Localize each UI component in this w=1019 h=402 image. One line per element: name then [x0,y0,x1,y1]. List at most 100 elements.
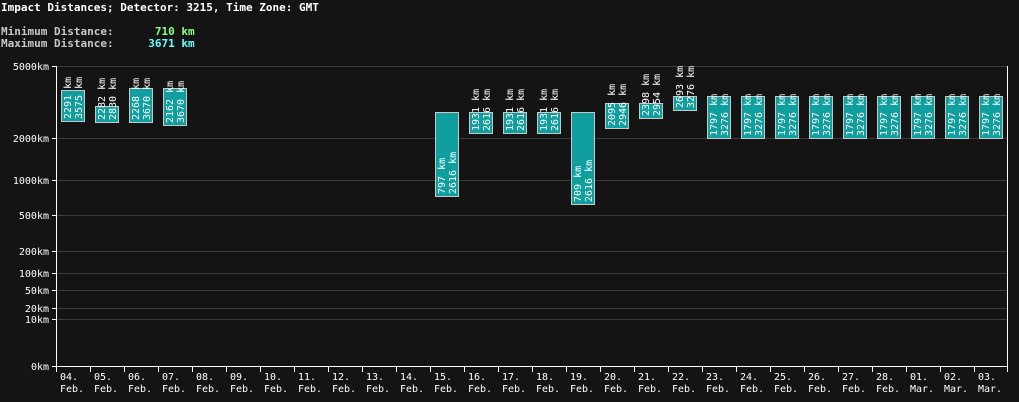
bar-max-label: 3276 km [924,94,935,136]
y-axis: 5000km 2000km 1000km 500km 200km 100km 50km 20k… [13,62,1008,373]
range-bar: 1797 km 3276 km [775,94,799,139]
bar-rect [843,96,867,139]
bar-rect [707,96,731,139]
bar-rect [435,112,459,197]
range-bar: 1931 km 2616 km [503,89,527,134]
range-bar: 1931 km 2616 km [537,89,561,134]
x-tick-label-month: Feb. [162,384,186,395]
x-tick-label-day: 18. [536,372,554,383]
bar-rect [61,90,85,122]
x-tick-label-month: Feb. [400,384,424,395]
bar-max-label: 2830 km [108,78,119,120]
bar-max-label: 3575 km [74,77,85,119]
range-bar: 2398 km 2954 km [639,74,663,119]
bar-rect [979,96,1003,139]
bar-max-label: 2616 km [584,160,595,202]
range-bar: 1797 km 3276 km [979,94,1003,139]
bar-rect [605,103,629,129]
range-bar: 1797 km 3276 km [843,94,867,139]
bar-min-label: 1797 km [845,94,856,136]
min-distance-label: Minimum Distance: [1,25,114,38]
x-tick-label-month: Feb. [740,384,764,395]
bar-max-label: 2616 km [550,89,561,131]
bar-min-label: 2291 km [63,77,74,119]
bar-max-label: 3276 km [856,94,867,136]
x-tick-label-day: 16. [468,372,486,383]
x-tick-label-month: Feb. [196,384,220,395]
x-tick-label-day: 09. [230,372,248,383]
bar-min-label: 1797 km [947,94,958,136]
bar-rect [673,96,697,111]
range-bar: 1931 km 2616 km [469,89,493,134]
bar-min-label: 797 km [437,158,448,194]
range-bar: 1797 km 3276 km [911,94,935,139]
max-distance-label: Maximum Distance: [1,37,114,50]
x-tick-label-month: Mar. [978,384,1002,395]
bar-max-label: 3276 km [992,94,1003,136]
x-tick-label-day: 06. [128,372,146,383]
bar-min-label: 2693 km [675,66,686,108]
bar-min-label: 1797 km [811,94,822,136]
bar-max-label: 3276 km [788,94,799,136]
bar-max-label: 3276 km [890,94,901,136]
x-tick-label-day: 12. [332,372,350,383]
x-tick-label-month: Mar. [910,384,934,395]
bar-min-label: 2398 km [641,74,652,116]
x-tick-label-month: Feb. [672,384,696,395]
bar-min-label: 709 km [573,166,584,202]
max-distance-row: Maximum Distance: 3671 km [1,37,195,50]
range-bar: 709 km 2616 km [571,112,595,205]
bar-max-label: 2954 km [652,74,663,116]
range-bar: 1797 km 3276 km [707,94,731,139]
x-tick-label-day: 15. [434,372,452,383]
x-tick-label-month: Feb. [808,384,832,395]
range-bar: 1797 km 3276 km [809,94,833,139]
x-tick-label-day: 13. [366,372,384,383]
x-tick-label-month: Feb. [94,384,118,395]
bar-max-label: 3276 km [754,94,765,136]
bar-max-label: 2616 km [448,152,459,194]
x-tick-label-day: 23. [706,372,724,383]
bar-rect [741,96,765,139]
bar-rect [639,103,663,119]
x-tick-label-day: 07. [162,372,180,383]
x-tick-label-day: 27. [842,372,860,383]
x-tick-label-day: 08. [196,372,214,383]
y-tick-label: 100km [19,269,49,280]
x-tick-label-month: Feb. [876,384,900,395]
x-tick-label-month: Feb. [774,384,798,395]
bar-max-label: 3276 km [686,66,697,108]
bar-max-label: 2946 km [618,84,629,126]
range-bar: 2095 km 2946 km [605,84,629,129]
y-tick-label: 500km [19,211,49,222]
x-tick-label-month: Feb. [298,384,322,395]
bar-min-label: 2095 km [607,84,618,126]
x-tick-label-month: Feb. [536,384,560,395]
x-tick-label-day: 24. [740,372,758,383]
bar-min-label: 1931 km [505,89,516,131]
x-tick-label-day: 22. [672,372,690,383]
grid-lines [56,66,1007,320]
x-tick-label-day: 28. [876,372,894,383]
bar-rect [95,106,119,123]
y-tick-label: 1000km [13,176,49,187]
x-tick-label-month: Feb. [570,384,594,395]
x-tick-label-month: Mar. [944,384,968,395]
range-bar: 797 km 2616 km [435,112,459,197]
range-bar: 2268 km 3670 km [129,78,153,123]
x-tick-label-day: 17. [502,372,520,383]
min-distance-row: Minimum Distance: 710 km [1,25,195,38]
x-tick-label-day: 21. [638,372,656,383]
bar-rect [503,112,527,134]
bar-rect [469,112,493,134]
y-tick-label: 200km [19,247,49,258]
x-tick-label-day: 26. [808,372,826,383]
bar-min-label: 1797 km [777,94,788,136]
bar-max-label: 3276 km [720,94,731,136]
bar-min-label: 1797 km [709,94,720,136]
x-tick-label-month: Feb. [60,384,84,395]
x-tick-label-month: Feb. [638,384,662,395]
range-bar: 2693 km 3276 km [673,66,697,111]
bar-max-label: 3670 km [142,78,153,120]
